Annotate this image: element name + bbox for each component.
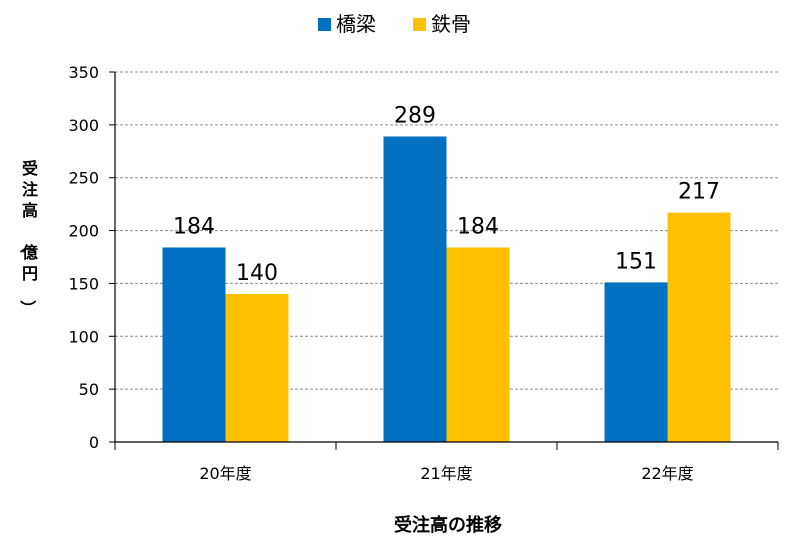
bar: [225, 294, 289, 442]
bar: [446, 247, 510, 442]
data-label: 184: [457, 214, 499, 239]
y-tick-label: 250: [68, 169, 99, 188]
y-axis-title-char: 注: [22, 180, 38, 199]
x-axis-title: 受注高の推移: [394, 514, 502, 536]
x-tick-label: 20年度: [199, 464, 251, 483]
bar: [162, 247, 226, 442]
legend: 橋梁 鉄骨: [318, 12, 471, 36]
y-tick-label: 150: [68, 274, 99, 293]
axes: [109, 71, 779, 450]
x-tick-label: 21年度: [420, 464, 472, 483]
legend-swatch: [318, 18, 331, 31]
data-label: 140: [236, 261, 278, 286]
data-label: 151: [615, 249, 657, 274]
x-tick-label: 22年度: [641, 464, 693, 483]
bar: [667, 212, 731, 442]
data-label: 217: [678, 180, 720, 205]
y-tick-label: 0: [89, 433, 99, 452]
bar: [383, 136, 447, 442]
bars: [162, 136, 731, 442]
y-axis-title-char: （: [18, 237, 37, 253]
legend-label: 橋梁: [336, 12, 376, 36]
y-tick-label: 50: [79, 380, 99, 399]
y-tick-label: 300: [68, 116, 99, 135]
y-tick-label: 350: [68, 63, 99, 82]
data-label: 184: [173, 214, 215, 239]
y-axis-title-char: 受: [22, 159, 38, 178]
y-axis-title-char: 円: [22, 264, 38, 283]
y-axis-title-char: 億: [22, 243, 38, 262]
y-tick-label: 200: [68, 222, 99, 241]
y-axis-title: 受注高 （億円 ）: [18, 159, 38, 316]
data-label: 289: [394, 103, 436, 128]
y-axis-title-char: 高: [22, 201, 38, 220]
y-axis-title-char: ）: [18, 300, 37, 316]
y-tick-label: 100: [68, 327, 99, 346]
legend-swatch: [413, 18, 426, 31]
bar: [604, 282, 668, 442]
tick-labels: 0 50 100 150 200 250 300 350 20年度 21年度 22年度: [68, 63, 693, 483]
legend-label: 鉄骨: [431, 12, 471, 36]
data-labels: 184 140 289 184 151 217: [173, 103, 720, 286]
